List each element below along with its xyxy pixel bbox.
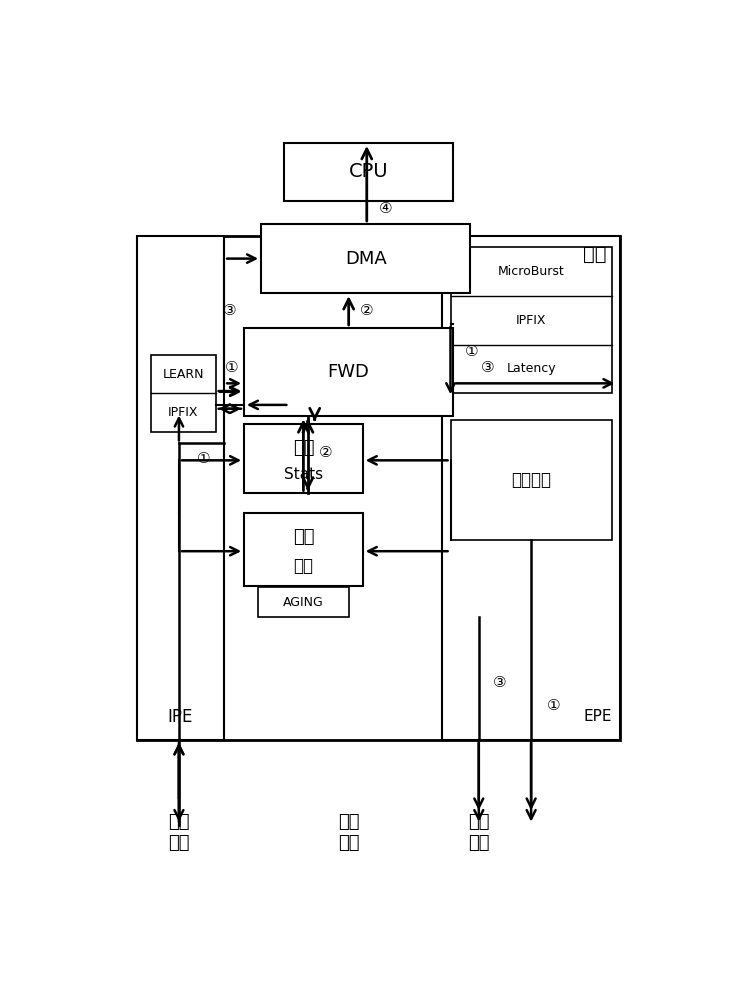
Bar	[283, 143, 453, 201]
Text: 报文编辑: 报文编辑	[511, 471, 551, 489]
Text: 各类: 各类	[293, 439, 314, 457]
Text: ①: ①	[547, 698, 561, 713]
Bar	[137, 235, 224, 740]
Text: ②: ②	[319, 445, 333, 460]
Bar	[244, 424, 363, 493]
Bar	[261, 224, 470, 293]
Text: LEARN: LEARN	[163, 368, 204, 381]
Bar	[150, 355, 216, 432]
Text: 丢弃: 丢弃	[293, 528, 314, 546]
Text: 数据
报文: 数据 报文	[338, 813, 359, 852]
Text: Stats: Stats	[284, 467, 323, 482]
Text: AGING: AGING	[283, 596, 324, 609]
Text: 芯片: 芯片	[583, 245, 607, 264]
Text: CPU: CPU	[349, 162, 388, 181]
Bar	[244, 513, 363, 586]
Text: FWD: FWD	[328, 363, 369, 381]
Text: 报文: 报文	[293, 557, 313, 575]
Text: 遥测
报文: 遥测 报文	[468, 813, 490, 852]
Text: EPE: EPE	[583, 709, 612, 724]
Text: 数据
报文: 数据 报文	[168, 813, 190, 852]
Text: ③: ③	[223, 303, 237, 318]
Bar	[450, 420, 612, 540]
Text: ①: ①	[225, 360, 239, 375]
Text: ③: ③	[480, 360, 494, 375]
Text: IPE: IPE	[168, 708, 193, 726]
Text: DMA: DMA	[345, 250, 386, 268]
Text: IPFIX: IPFIX	[168, 406, 199, 419]
Text: Latency: Latency	[507, 362, 556, 375]
Text: MicroBurst: MicroBurst	[498, 265, 564, 278]
Text: ②: ②	[360, 303, 374, 318]
Text: ④: ④	[379, 201, 392, 216]
Bar	[137, 235, 620, 740]
Text: IPFIX: IPFIX	[516, 314, 546, 327]
Text: ①: ①	[197, 451, 211, 466]
Bar	[258, 587, 349, 617]
Text: ①: ①	[464, 344, 478, 359]
Bar	[442, 235, 620, 740]
Text: ③: ③	[493, 675, 507, 690]
Bar	[244, 328, 453, 416]
Bar	[450, 247, 612, 393]
